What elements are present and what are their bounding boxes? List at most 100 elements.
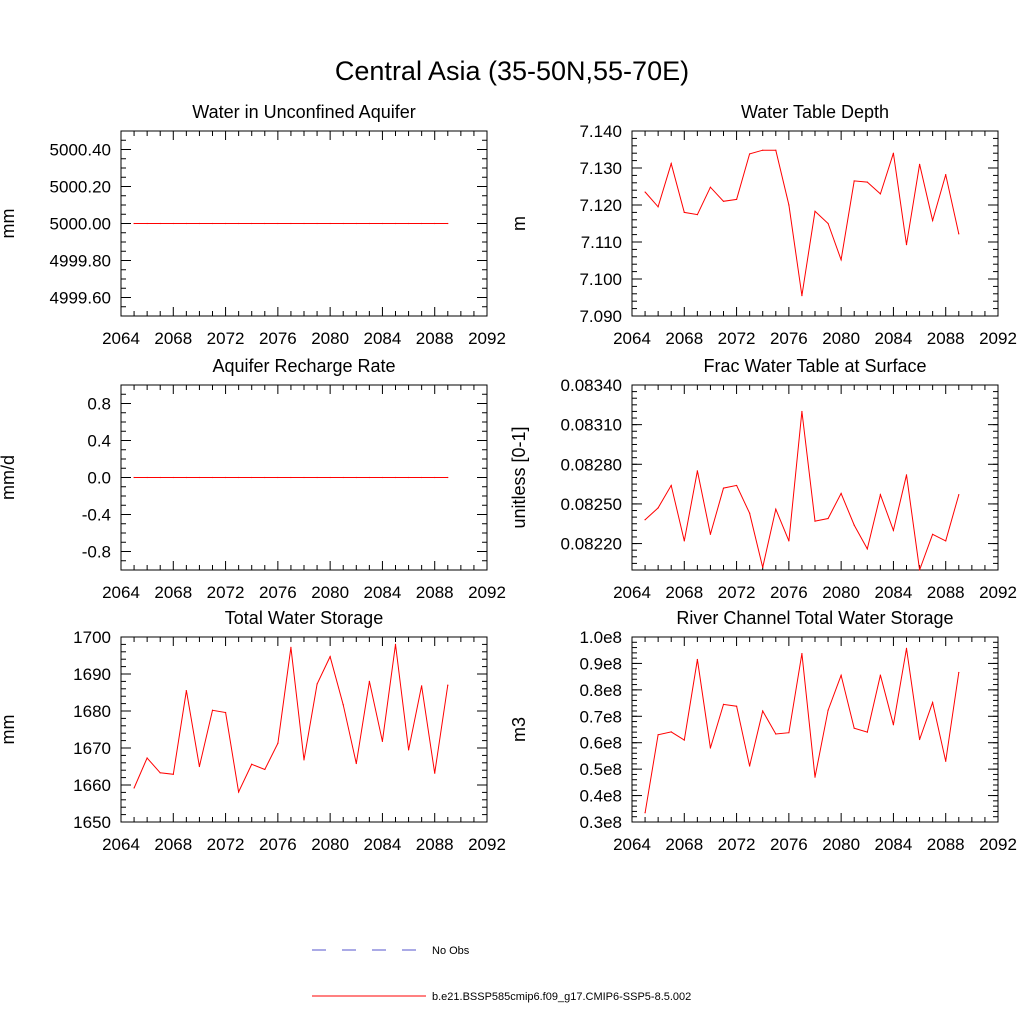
legend-label-no-obs: No Obs bbox=[432, 945, 470, 957]
data-point bbox=[198, 765, 201, 768]
data-point bbox=[316, 222, 318, 225]
data-point bbox=[801, 653, 803, 655]
chart-panel-3: 2064 2068 2072 2076 2080 2084 2088 2092 -0.8 -0.4… bbox=[0, 356, 506, 602]
data-point bbox=[159, 772, 161, 774]
data-point bbox=[814, 210, 816, 212]
y-tick-label: 0.08340 bbox=[561, 376, 622, 395]
x-tick-label: 2072 bbox=[207, 835, 245, 854]
data-point bbox=[670, 731, 672, 733]
data-point bbox=[434, 476, 436, 479]
x-tick-label: 2088 bbox=[416, 583, 454, 602]
x-tick-label: 2084 bbox=[364, 583, 402, 602]
data-point bbox=[905, 474, 908, 476]
y-tick-label: 1660 bbox=[73, 776, 111, 795]
chart-panel-4: 2064 2068 2072 2076 2080 2084 2088 2092 0.08220 0… bbox=[509, 356, 1017, 602]
data-point bbox=[788, 732, 790, 734]
data-point bbox=[421, 222, 423, 225]
chart-panel-1: 2064 2068 2072 2076 2080 2084 2088 2092 4999.60 4… bbox=[0, 102, 506, 348]
x-tick-label: 2072 bbox=[207, 583, 245, 602]
data-point bbox=[277, 742, 279, 744]
data-point bbox=[866, 731, 868, 733]
data-point bbox=[146, 476, 148, 479]
data-point bbox=[827, 709, 829, 711]
y-tick-label: 1650 bbox=[73, 813, 111, 832]
x-tick-label: 2080 bbox=[311, 329, 349, 348]
y-tick-label: 5000.00 bbox=[50, 215, 111, 234]
data-point bbox=[447, 222, 449, 225]
plot-frame bbox=[631, 636, 999, 823]
y-tick-label: 0.08310 bbox=[561, 416, 622, 435]
y-tick-label: 0.7e8 bbox=[579, 707, 622, 726]
data-point bbox=[342, 222, 344, 225]
data-point bbox=[133, 476, 135, 479]
y-tick-label: 4999.60 bbox=[50, 289, 111, 308]
data-point bbox=[853, 180, 855, 182]
data-point bbox=[421, 476, 423, 479]
data-point bbox=[342, 476, 344, 479]
data-point bbox=[853, 727, 855, 729]
x-tick-label: 2064 bbox=[613, 835, 651, 854]
y-tick-label: 0.0 bbox=[87, 469, 111, 488]
data-point bbox=[918, 569, 921, 571]
data-point bbox=[303, 476, 305, 479]
y-tick-label: 1690 bbox=[73, 665, 111, 684]
data-point bbox=[434, 772, 436, 774]
data-point bbox=[827, 517, 829, 520]
panel-title: Frac Water Table at Surface bbox=[703, 356, 926, 376]
data-point bbox=[316, 476, 318, 479]
data-point bbox=[709, 533, 712, 535]
data-point bbox=[159, 476, 161, 479]
data-point bbox=[696, 214, 698, 216]
x-tick-label: 2076 bbox=[259, 329, 297, 348]
data-point bbox=[447, 476, 449, 479]
data-point bbox=[945, 174, 947, 176]
plot-frame bbox=[631, 130, 999, 317]
figure-title: Central Asia (35-50N,55-70E) bbox=[334, 56, 690, 86]
x-tick-label: 2084 bbox=[875, 583, 913, 602]
data-point bbox=[775, 733, 777, 735]
data-point bbox=[775, 508, 777, 510]
data-point bbox=[224, 476, 227, 479]
x-tick-label: 2092 bbox=[468, 583, 506, 602]
data-point bbox=[355, 476, 357, 479]
data-point bbox=[251, 476, 253, 479]
x-tick-label: 2084 bbox=[875, 329, 913, 348]
data-point bbox=[185, 222, 187, 225]
data-point bbox=[749, 153, 751, 155]
data-point bbox=[290, 646, 292, 648]
y-axis-label: unitless [0-1] bbox=[509, 426, 529, 528]
y-axis-label: mm bbox=[0, 715, 18, 745]
data-point bbox=[342, 704, 344, 706]
data-point bbox=[945, 760, 947, 762]
data-point bbox=[329, 476, 331, 479]
x-tick-label: 2068 bbox=[665, 835, 703, 854]
y-tick-label: 0.9e8 bbox=[579, 654, 622, 673]
legend: No Obs b.e21.BSSP585cmip6.f09_g17.CMIP6-… bbox=[312, 945, 691, 1003]
data-point bbox=[238, 791, 240, 793]
y-tick-label: 1670 bbox=[73, 739, 111, 758]
data-point bbox=[198, 476, 201, 479]
x-tick-label: 2080 bbox=[822, 835, 860, 854]
chart-panel-2: 2064 2068 2072 2076 2080 2084 2088 2092 7.090 7.1… bbox=[509, 102, 1017, 348]
data-point bbox=[211, 476, 214, 479]
data-point bbox=[211, 709, 214, 711]
data-point bbox=[905, 647, 908, 649]
data-point bbox=[932, 701, 934, 704]
x-tick-label: 2064 bbox=[102, 835, 140, 854]
x-tick-label: 2072 bbox=[718, 329, 756, 348]
y-tick-label: 0.08220 bbox=[561, 535, 622, 554]
y-tick-label: -0.8 bbox=[82, 543, 111, 562]
plot-frame bbox=[631, 384, 999, 571]
data-point bbox=[958, 494, 960, 496]
series-line bbox=[133, 644, 449, 794]
data-point bbox=[892, 152, 895, 154]
data-point bbox=[892, 529, 895, 531]
data-point bbox=[381, 476, 384, 479]
y-tick-label: 7.100 bbox=[579, 270, 622, 289]
data-point bbox=[224, 711, 227, 714]
data-point bbox=[775, 149, 777, 151]
data-point bbox=[801, 410, 803, 413]
data-point bbox=[892, 724, 895, 726]
plot-frame bbox=[120, 636, 488, 823]
y-tick-label: 1.0e8 bbox=[579, 628, 622, 647]
